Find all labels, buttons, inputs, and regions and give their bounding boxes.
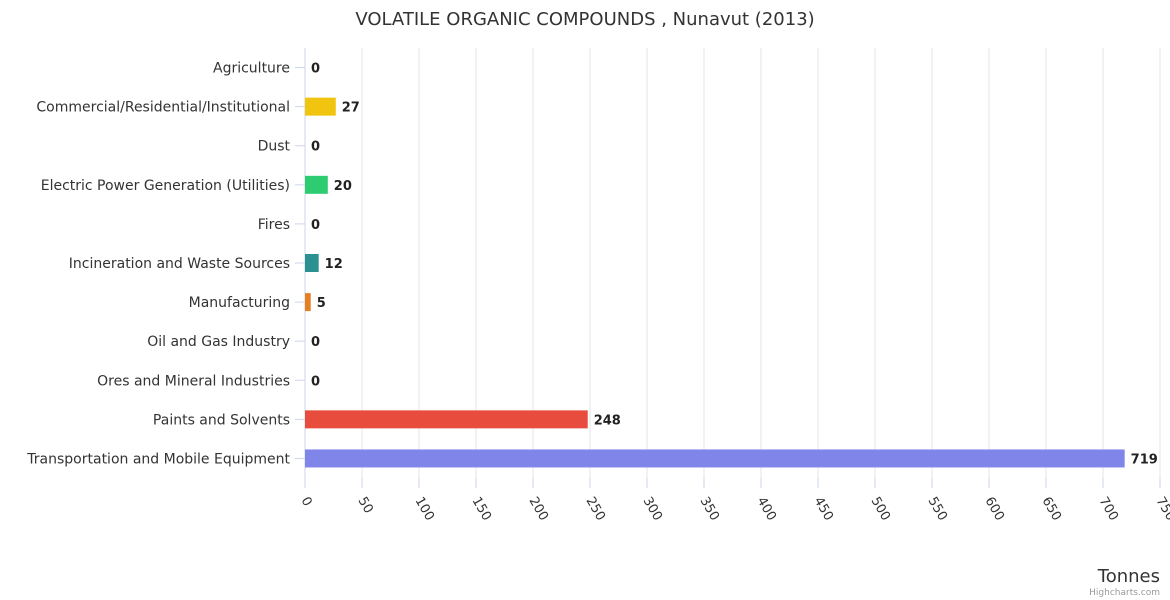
- category-label: Oil and Gas Industry: [147, 334, 290, 350]
- category-label: Dust: [258, 139, 291, 155]
- data-label: 5: [317, 296, 326, 311]
- data-label: 0: [311, 374, 320, 389]
- category-label: Agriculture: [213, 61, 290, 77]
- category-labels: Agriculture Commercial/Residential/Instit…: [26, 61, 305, 467]
- bar[interactable]: [305, 97, 336, 116]
- data-label: 0: [311, 62, 320, 77]
- bar[interactable]: [305, 175, 328, 194]
- gridlines: [304, 48, 1161, 478]
- data-label: 0: [311, 218, 320, 233]
- x-axis-title: Tonnes: [1097, 566, 1160, 587]
- data-label: 20: [334, 179, 352, 194]
- category-label: Electric Power Generation (Utilities): [41, 178, 290, 194]
- category-label: Fires: [258, 217, 290, 233]
- data-label: 12: [325, 257, 343, 272]
- category-label: Incineration and Waste Sources: [69, 256, 290, 272]
- category-label: Transportation and Mobile Equipment: [26, 451, 290, 467]
- bars: [305, 97, 1125, 468]
- chart-title: VOLATILE ORGANIC COMPOUNDS , Nunavut (20…: [355, 9, 814, 30]
- data-label: 719: [1131, 452, 1158, 467]
- bar[interactable]: [305, 254, 319, 272]
- data-label: 0: [311, 140, 320, 155]
- data-label: 27: [342, 101, 360, 116]
- data-label: 0: [311, 335, 320, 350]
- category-label: Commercial/Residential/Institutional: [36, 100, 290, 116]
- category-label: Paints and Solvents: [153, 412, 290, 428]
- data-label: 248: [594, 413, 621, 428]
- bar[interactable]: [305, 410, 588, 429]
- bar[interactable]: [305, 293, 311, 312]
- tick-label-50: 50: [355, 495, 376, 517]
- category-label: Ores and Mineral Industries: [97, 373, 290, 389]
- bar[interactable]: [305, 449, 1125, 468]
- data-labels: 0 27 0 20 0 12 5 0 0 248 719: [311, 62, 1158, 468]
- credits-link[interactable]: Highcharts.com: [1089, 588, 1160, 598]
- category-label: Manufacturing: [189, 295, 290, 311]
